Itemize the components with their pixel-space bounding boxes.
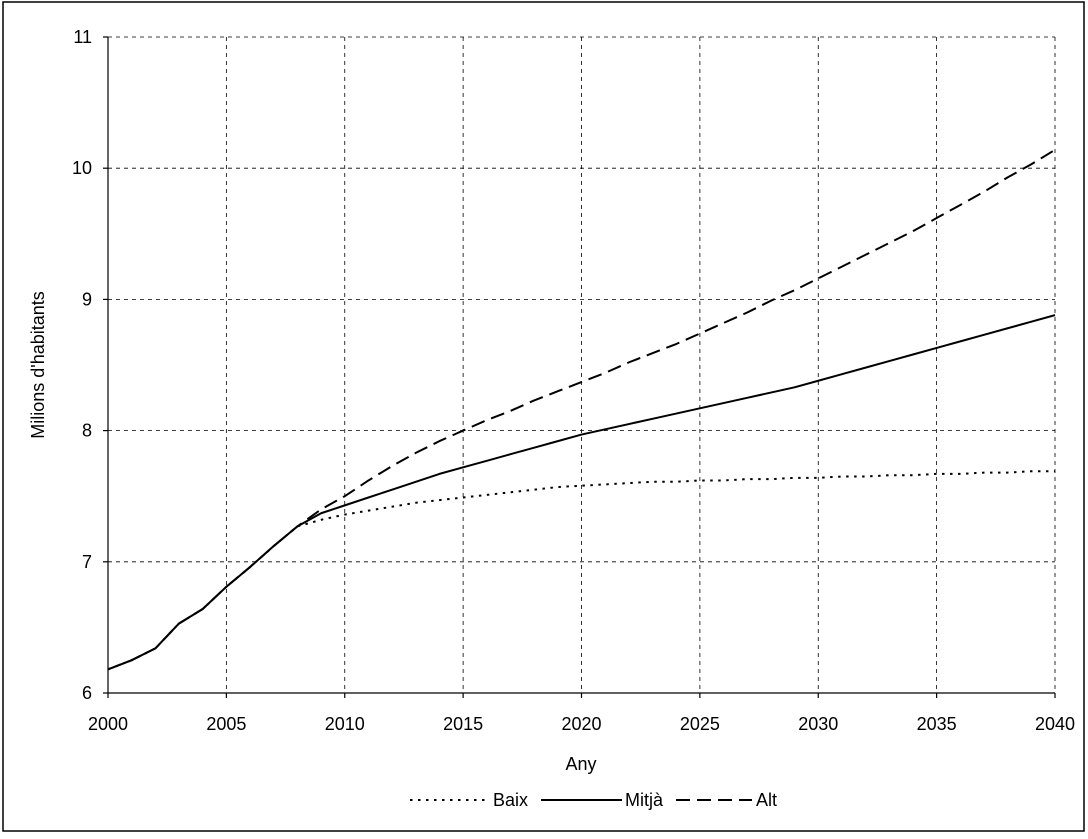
y-tick-label: 9: [82, 289, 92, 309]
x-tick-label: 2030: [798, 714, 838, 734]
series-line-alt: [107, 148, 1056, 671]
y-tick-label: 8: [82, 421, 92, 441]
legend-label-baix: Baix: [493, 790, 528, 810]
y-axis-ticks: 6 7 8 9 10 11: [72, 27, 108, 703]
series-lines: [107, 148, 1056, 671]
y-axis-title: Milions d'habitants: [28, 291, 48, 439]
y-tick-label: 7: [82, 552, 92, 572]
legend-label-alt: Alt: [756, 790, 777, 810]
x-tick-label: 2035: [917, 714, 957, 734]
legend-label-mitja: Mitjà: [625, 790, 664, 810]
x-tick-label: 2025: [680, 714, 720, 734]
y-tick-label: 11: [73, 27, 92, 47]
x-tick-label: 2040: [1035, 714, 1075, 734]
grid: [108, 36, 1056, 693]
x-tick-label: 2000: [88, 714, 128, 734]
y-tick-label: 6: [82, 683, 92, 703]
x-axis-ticks: 2000 2005 2010 2015 2020 2025 2030 2035 2040: [88, 693, 1075, 734]
x-tick-label: 2020: [561, 714, 601, 734]
x-tick-label: 2010: [325, 714, 365, 734]
y-tick-label: 10: [72, 158, 92, 178]
x-axis-title: Any: [565, 754, 596, 774]
legend: Baix Mitjà Alt: [410, 790, 777, 810]
x-tick-label: 2015: [443, 714, 483, 734]
x-tick-label: 2005: [206, 714, 246, 734]
